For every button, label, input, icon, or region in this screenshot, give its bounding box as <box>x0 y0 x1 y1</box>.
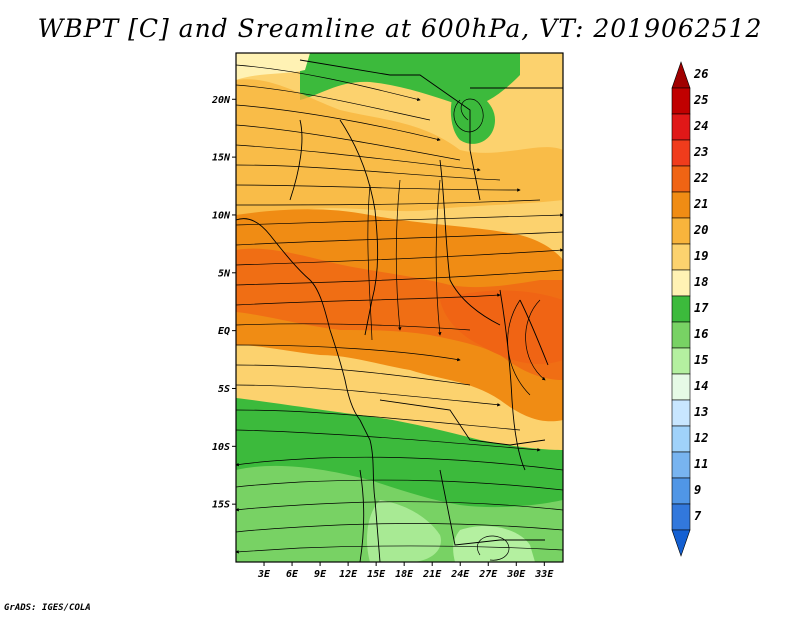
colorbar-swatch <box>671 347 691 375</box>
colorbar-label: 15 <box>694 353 708 367</box>
lat-tick-label: 10S <box>212 442 230 453</box>
lon-tick-label: 6E <box>286 569 299 580</box>
lon-tick-label: 27E <box>478 569 498 580</box>
colorbar-label: 19 <box>694 249 708 263</box>
colorbar-swatch <box>671 529 691 557</box>
colorbar-label: 7 <box>694 509 702 523</box>
colorbar-swatch <box>671 87 691 115</box>
lon-tick-label: 9E <box>314 569 327 580</box>
colorbar-label: 20 <box>693 223 708 237</box>
lat-tick-label: 15S <box>212 500 230 511</box>
colorbar-swatch <box>671 477 691 505</box>
colorbar-swatch <box>671 373 691 401</box>
lon-tick-label: 3E <box>257 569 271 580</box>
colorbar: 26 25 24 23 22 21 20 19 18 17 16 15 14 13 12 11 9 7 <box>671 61 709 557</box>
colorbar-label: 18 <box>694 275 708 289</box>
colorbar-label: 14 <box>694 379 708 393</box>
colorbar-label: 11 <box>694 457 708 471</box>
colorbar-label: 17 <box>694 301 709 315</box>
lon-tick-label: 12E <box>339 569 358 580</box>
lon-tick-label: 15E <box>367 569 386 580</box>
longitude-axis: 3E 6E 9E 12E 15E 18E 21E 24E 27E 30E 33E <box>257 562 554 580</box>
colorbar-swatch <box>671 321 691 349</box>
colorbar-swatch <box>671 243 691 271</box>
colorbar-label: 21 <box>693 197 708 211</box>
colorbar-swatch <box>671 451 691 479</box>
colorbar-swatch <box>671 399 691 427</box>
lat-tick-label: 15N <box>212 153 231 164</box>
lat-tick-label: EQ <box>218 326 230 337</box>
colorbar-label: 23 <box>693 145 708 159</box>
map-frame <box>235 52 564 563</box>
colorbar-label: 12 <box>694 431 708 445</box>
colorbar-label: 24 <box>693 119 708 133</box>
colorbar-swatch <box>671 165 691 193</box>
streamlines <box>236 64 563 561</box>
colorbar-label: 26 <box>693 67 708 81</box>
lon-tick-label: 18E <box>395 569 414 580</box>
colorbar-swatch <box>671 269 691 297</box>
colorbar-label: 13 <box>694 405 708 419</box>
map-title: WBPT [C] and Sreamline at 600hPa, VT: 20… <box>37 14 763 43</box>
colorbar-label: 16 <box>694 327 708 341</box>
lat-tick-label: 5N <box>218 268 231 279</box>
colorbar-label: 9 <box>694 483 701 497</box>
colorbar-label: 22 <box>693 171 708 185</box>
colorbar-swatch <box>671 503 691 531</box>
colorbar-swatch <box>671 139 691 167</box>
colorbar-swatch <box>671 295 691 323</box>
lat-tick-label: 20N <box>211 95 231 106</box>
map-field <box>236 53 563 562</box>
colorbar-swatch <box>671 425 691 453</box>
lon-tick-label: 30E <box>506 569 526 580</box>
colorbar-swatch <box>671 113 691 141</box>
colorbar-label: 25 <box>693 93 708 107</box>
colorbar-swatch <box>671 61 691 89</box>
lon-tick-label: 24E <box>450 569 470 580</box>
latitude-axis: 20N 15N 10N 5N EQ 5S 10S 15S <box>211 95 236 511</box>
colorbar-swatch <box>671 217 691 245</box>
country-borders <box>236 59 563 562</box>
lat-tick-label: 5S <box>218 384 230 395</box>
lon-tick-label: 21E <box>422 569 442 580</box>
lat-tick-label: 10N <box>212 210 231 221</box>
footer-credit: GrADS: IGES/COLA <box>4 603 91 613</box>
colorbar-swatch <box>671 191 691 219</box>
lon-tick-label: 33E <box>534 569 554 580</box>
